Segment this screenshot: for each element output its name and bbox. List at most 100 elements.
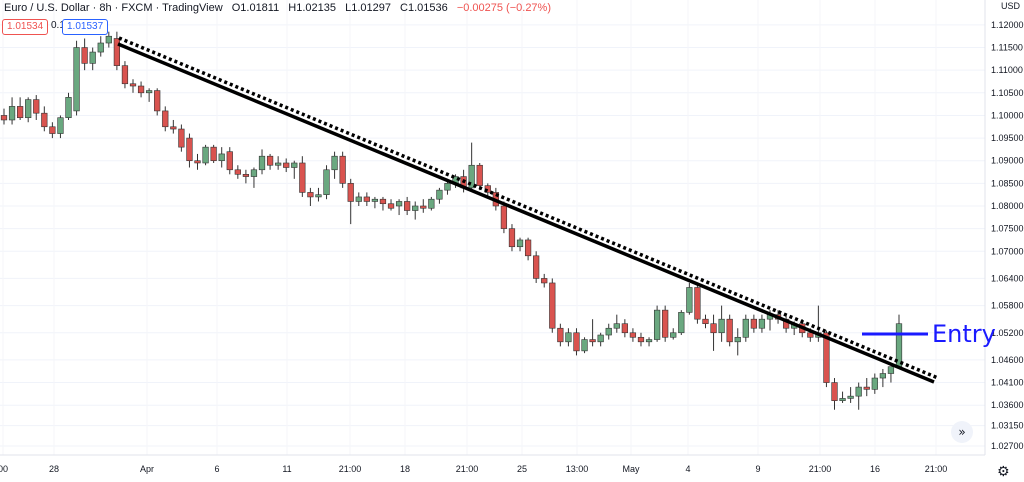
candle-down — [726, 318, 733, 343]
candle-down — [589, 339, 596, 343]
current-price-label: 1.05200 — [991, 328, 1024, 338]
candle-down — [863, 386, 870, 390]
candle-up — [516, 239, 524, 248]
sell-price-box[interactable]: 1.01534 — [2, 19, 49, 35]
candle-down — [234, 169, 241, 175]
price-tick-label: 1.08000 — [991, 201, 1024, 211]
price-tick-label: 1.09000 — [991, 156, 1024, 166]
price-tick-label: 1.03150 — [991, 421, 1024, 431]
time-axis: 00 28 Apr 6 11 21:00 18 21:00 25 13:00 May 4 9 21:00 1… — [0, 454, 985, 474]
candle-up — [605, 327, 612, 336]
current-price-bg — [986, 325, 1024, 340]
ohlc-high: H1.02135 — [288, 2, 337, 14]
price-tick-label: 1.10000 — [991, 110, 1024, 120]
candle-up — [887, 366, 895, 374]
candle-down — [226, 151, 233, 171]
candle-up — [581, 339, 588, 352]
candle-up — [436, 189, 443, 200]
candle-down — [508, 228, 516, 248]
candle-up — [718, 318, 725, 334]
candle-down — [299, 162, 306, 193]
price-tick-label: 1.02700 — [991, 441, 1024, 451]
buy-price-box[interactable]: 1.01537 — [62, 19, 109, 35]
candle-down — [49, 126, 56, 134]
candle-down — [162, 110, 169, 128]
candle-up — [871, 377, 878, 390]
candle-down — [629, 332, 637, 338]
gear-icon[interactable]: ⚙ — [997, 464, 1010, 480]
candle-up — [565, 332, 572, 343]
time-tick-label: Apr — [140, 464, 154, 474]
candle-down — [831, 382, 838, 401]
candle-down — [347, 183, 354, 202]
candle-down — [129, 83, 137, 87]
candle-down — [533, 255, 540, 279]
price-tick-label: 1.03600 — [991, 400, 1024, 410]
candle-down — [710, 323, 717, 334]
price-tick-label: 1.07500 — [991, 224, 1024, 234]
candle-up — [613, 323, 620, 329]
candle-down — [500, 205, 508, 229]
candle-down — [524, 239, 532, 257]
candle-up — [323, 169, 330, 195]
candle-up — [412, 205, 419, 211]
currency-label[interactable]: USD — [1000, 1, 1020, 11]
candle-down — [662, 309, 669, 338]
ohlc-open: O1.01811 — [231, 2, 280, 14]
candle-up — [250, 169, 258, 177]
price-tick-label: 1.05800 — [991, 301, 1024, 311]
candle-up — [653, 309, 661, 340]
candle-up — [315, 194, 322, 198]
candle-down — [637, 336, 645, 343]
candle-up — [758, 318, 766, 329]
candle-up — [97, 42, 104, 53]
candle-down — [210, 146, 217, 162]
candle-up — [73, 47, 80, 112]
price-tick-label: 1.08500 — [991, 178, 1024, 188]
candle-down — [242, 174, 250, 177]
candle-down — [0, 115, 8, 121]
candle-up — [146, 90, 153, 94]
candle-up — [879, 373, 886, 379]
candle-up — [734, 336, 741, 343]
price-tick-label: 1.09500 — [991, 133, 1024, 143]
time-tick-label: May — [622, 464, 640, 474]
candle-down — [404, 201, 411, 211]
price-tick-label: 1.07000 — [991, 246, 1024, 256]
trendlines-group — [117, 36, 939, 384]
candle-down — [178, 128, 185, 148]
candle-up — [8, 106, 16, 121]
candle-down — [387, 203, 395, 209]
candle-up — [444, 183, 451, 191]
candle-down — [307, 192, 314, 198]
candle-up — [395, 201, 403, 207]
price-tick-label: 1.12000 — [991, 20, 1024, 30]
ohlc-low: L1.01297 — [345, 2, 391, 14]
candle-up — [275, 162, 282, 166]
candle-up — [89, 51, 96, 64]
candle-down — [33, 99, 40, 114]
candle-up — [597, 334, 604, 343]
candle-down — [154, 90, 161, 112]
candle-up — [645, 339, 653, 343]
candle-up — [57, 117, 64, 134]
candle-down — [823, 332, 830, 383]
price-tick-label: 1.10500 — [991, 88, 1024, 98]
candle-down — [549, 282, 556, 329]
symbol-title: Euro / U.S. Dollar · 8h · FXCM · Trading… — [4, 2, 223, 14]
candle-down — [186, 137, 193, 162]
time-tick-label: 28 — [49, 464, 59, 474]
price-tick-label: 1.04100 — [991, 378, 1024, 388]
ohlc-change: −0.00275 (−0.27%) — [456, 2, 551, 14]
double-chevron-right-icon[interactable]: » — [951, 421, 973, 443]
time-tick-label: 21:00 — [809, 464, 832, 474]
entry-label: Entry — [932, 320, 996, 348]
price-tick-label: 1.11500 — [991, 43, 1023, 53]
candle-up — [258, 155, 266, 171]
candle-down — [113, 38, 121, 66]
time-tick-label: 4 — [685, 464, 690, 474]
candle-up — [105, 35, 112, 44]
candle-down — [379, 198, 387, 205]
candle-down — [621, 323, 628, 334]
